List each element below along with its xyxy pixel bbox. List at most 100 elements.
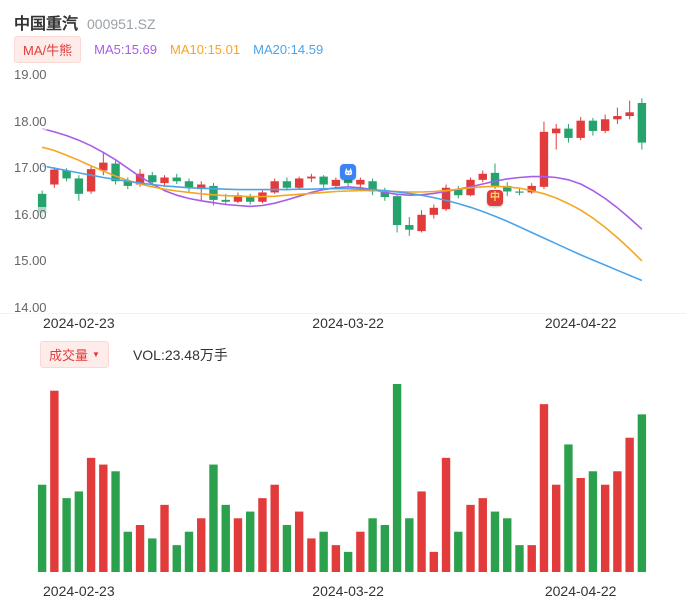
candle-body: [99, 162, 108, 171]
ma5-line: [41, 127, 643, 230]
candle-body: [356, 179, 365, 185]
ma20-legend: MA20:14.59: [253, 42, 324, 57]
candle-body: [441, 187, 451, 210]
volume-bar: [417, 491, 426, 572]
volume-bar: [246, 511, 255, 572]
volume-bar: [331, 545, 341, 572]
event-marker-tmall-cat-icon[interactable]: [340, 163, 357, 180]
volume-bar: [37, 484, 47, 572]
volume-bar: [466, 504, 475, 572]
volume-bar: [123, 531, 132, 572]
volume-bar: [343, 551, 353, 572]
candle-body: [368, 181, 377, 192]
candle-body: [490, 172, 500, 186]
volume-bar: [478, 498, 487, 572]
candle-body: [478, 173, 487, 180]
candle-body: [209, 185, 218, 200]
volume-bar: [172, 545, 181, 572]
x-axis-label: 2024-03-22: [312, 583, 384, 599]
candle-body: [588, 120, 598, 131]
volume-bar: [539, 404, 549, 572]
volume-bar: [74, 491, 84, 572]
candle-body: [123, 181, 132, 186]
volume-bar: [503, 518, 512, 572]
candle-body: [37, 193, 47, 213]
volume-bar: [441, 457, 451, 572]
event-marker-red-packet-icon[interactable]: 中: [487, 190, 503, 207]
volume-bar: [50, 390, 59, 572]
y-axis-label: 18.00: [14, 113, 47, 130]
candle-body: [160, 177, 169, 184]
candle-body: [74, 178, 84, 194]
y-axis-label: 15.00: [14, 253, 47, 270]
candle-body: [380, 191, 390, 198]
chevron-down-icon: ▼: [92, 349, 100, 359]
candlestick-series: [37, 98, 647, 236]
candle-body: [135, 173, 145, 185]
candle-body: [172, 177, 181, 182]
candle-body: [552, 128, 561, 134]
candle-body: [392, 196, 402, 226]
volume-chart[interactable]: [0, 372, 686, 578]
candle-body: [148, 175, 157, 183]
volume-bar: [405, 518, 414, 572]
candlestick-chart[interactable]: 中 19.00 18.00 17.00 16.00 15.00 14.00: [0, 62, 686, 316]
tmall-cat-icon: [344, 168, 352, 176]
y-axis-label: 17.00: [14, 160, 47, 177]
candle-body: [625, 112, 634, 117]
ma-legend-row: MA/牛熊 MA5:15.69 MA10:15.01 MA20:14.59: [14, 36, 323, 63]
volume-bar: [221, 504, 230, 572]
volume-bar: [258, 498, 267, 572]
volume-badge-label: 成交量: [49, 348, 89, 363]
volume-bar: [307, 538, 316, 572]
candle-body: [600, 119, 610, 131]
volume-bar: [454, 531, 463, 572]
red-packet-label: 中: [490, 192, 500, 204]
ma5-legend: MA5:15.69: [94, 42, 157, 57]
volume-bar: [600, 484, 610, 572]
volume-bar: [625, 437, 634, 572]
x-axis-label: 2024-02-23: [43, 583, 115, 599]
volume-bar: [637, 414, 647, 572]
ma-mode-badge[interactable]: MA/牛熊: [14, 36, 82, 63]
volume-bar: [392, 384, 402, 572]
candle-body: [197, 184, 206, 190]
y-axis-label: 16.00: [14, 206, 47, 223]
candle-body: [221, 199, 230, 202]
candle-body: [576, 120, 585, 138]
volume-bar: [429, 551, 438, 572]
candle-body: [405, 225, 414, 230]
x-axis-label: 2024-04-22: [544, 315, 617, 331]
candle-body: [527, 185, 536, 193]
volume-type-badge[interactable]: 成交量 ▼: [40, 341, 109, 368]
volume-canvas: [37, 384, 647, 572]
candle-body: [233, 195, 243, 202]
candle-body: [637, 102, 647, 143]
kline-canvas: [37, 98, 647, 282]
x-axis-label: 2024-03-22: [312, 315, 384, 331]
volume-bar: [282, 525, 292, 572]
candle-body: [282, 181, 292, 188]
volume-bar: [270, 484, 279, 572]
y-axis-label: 14.00: [14, 300, 47, 316]
volume-header-row: 成交量 ▼ VOL:23.48万手: [40, 341, 228, 368]
volume-bar: [490, 511, 500, 572]
volume-bar: [111, 471, 120, 572]
volume-bar: [99, 464, 108, 572]
candle-body: [429, 207, 438, 215]
x-axis-volume: 2024-02-23 2024-03-22 2024-04-22: [0, 583, 686, 603]
volume-bar: [86, 457, 96, 572]
candle-body: [307, 176, 316, 179]
candle-body: [343, 179, 353, 184]
volume-bar: [294, 511, 304, 572]
candle-body: [515, 191, 524, 193]
candle-body: [62, 170, 71, 179]
volume-bar: [527, 545, 536, 572]
candle-body: [294, 178, 304, 188]
x-axis-label: 2024-04-22: [544, 583, 617, 599]
volume-bar: [576, 478, 585, 572]
header: 中国重汽 000951.SZ: [14, 10, 156, 34]
volume-bar: [184, 531, 194, 572]
volume-bar: [135, 525, 145, 572]
